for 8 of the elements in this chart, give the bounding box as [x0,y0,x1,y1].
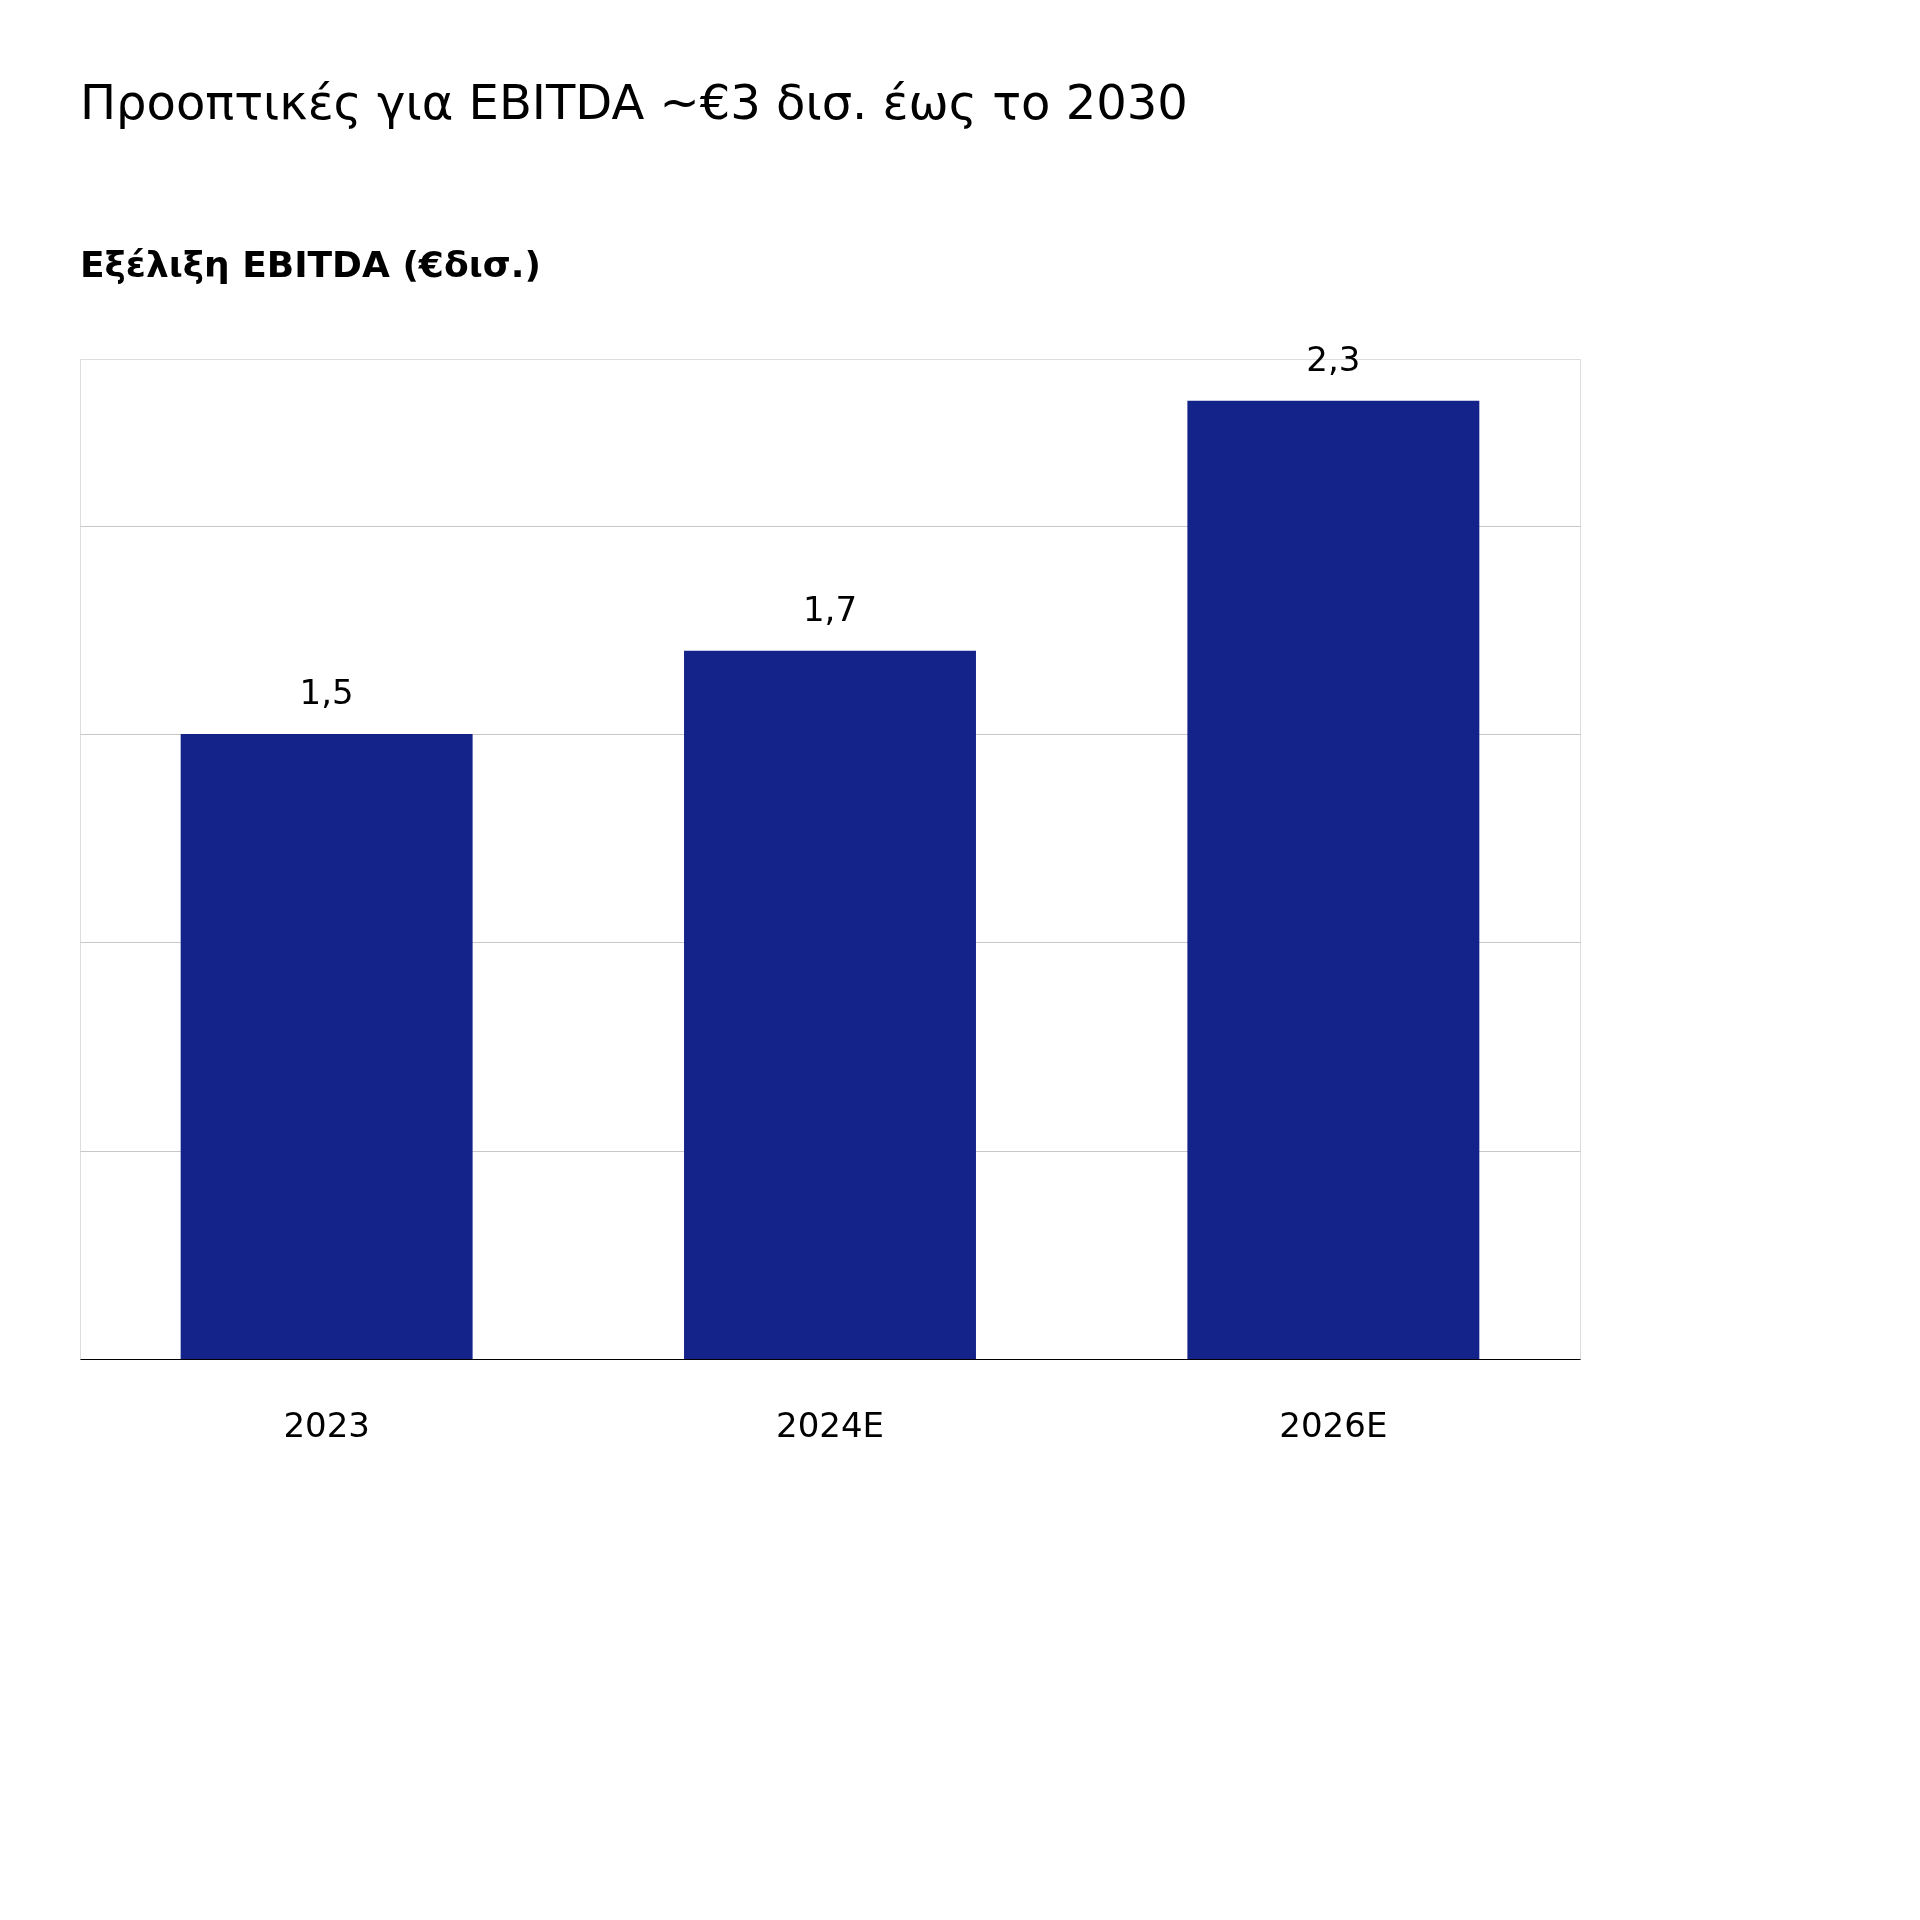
x-tick-label: 2024E [775,1404,885,1445]
chart-subtitle: Εξέλιξη EBITDA (€δισ.) [80,243,541,285]
data-label: 2,3 [1306,338,1361,379]
data-label: 1,5 [299,672,354,712]
chart-title: Προοπτικές για EBITDA ~€3 δισ. έως το 2030 [80,73,1188,130]
x-tick-label: 2026E [1279,1404,1388,1445]
data-label: 1,7 [802,588,858,629]
x-tick-label: 2023 [283,1404,370,1445]
